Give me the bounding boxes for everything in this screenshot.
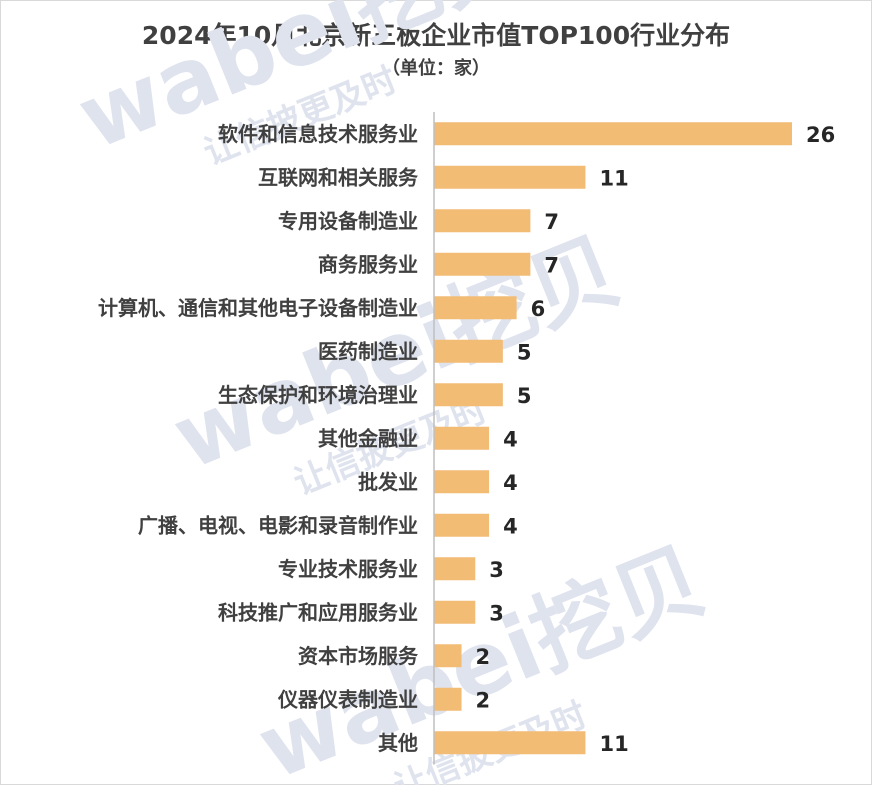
chart-title: 2024年10月北京新三板企业市值TOP100行业分布	[141, 21, 731, 50]
category-label: 其他金融业	[318, 426, 418, 450]
category-label: 批发业	[358, 470, 418, 494]
bar	[434, 687, 462, 711]
category-label: 软件和信息技术服务业	[218, 122, 418, 146]
bar	[434, 426, 490, 450]
data-label: 3	[489, 601, 504, 625]
bar	[434, 339, 503, 363]
category-label: 广播、电视、电影和录音制作业	[138, 513, 418, 537]
bar	[434, 165, 586, 189]
data-label: 5	[517, 384, 532, 408]
data-label: 4	[503, 471, 518, 495]
category-label: 互联网和相关服务	[258, 165, 419, 189]
data-label: 11	[599, 166, 628, 190]
category-label: 专用设备制造业	[278, 209, 418, 233]
chart-subtitle: （单位：家）	[382, 58, 490, 79]
data-label: 4	[503, 427, 518, 451]
bar	[434, 600, 476, 624]
data-label: 26	[806, 123, 835, 147]
data-label: 2	[476, 645, 491, 669]
data-label: 6	[531, 297, 546, 321]
category-label: 计算机、通信和其他电子设备制造业	[98, 296, 418, 320]
bar	[434, 122, 792, 146]
category-label: 专业技术服务业	[278, 557, 418, 581]
bar	[434, 383, 503, 407]
category-label: 资本市场服务	[298, 644, 419, 668]
bar	[434, 557, 476, 581]
bar	[434, 470, 490, 494]
category-label: 其他	[378, 731, 418, 755]
data-label: 7	[544, 210, 559, 234]
category-label: 科技推广和应用服务业	[218, 600, 418, 624]
bar	[434, 209, 531, 233]
bar	[434, 731, 586, 755]
bar	[434, 252, 531, 276]
bar	[434, 513, 490, 537]
category-label: 商务服务业	[318, 252, 418, 276]
category-label: 仪器仪表制造业	[277, 687, 418, 711]
bar	[434, 644, 462, 668]
data-label: 2	[476, 688, 491, 712]
data-label: 3	[489, 558, 504, 582]
data-label: 11	[599, 732, 628, 756]
data-label: 4	[503, 514, 518, 538]
category-label: 医药制造业	[318, 339, 418, 363]
data-label: 7	[544, 253, 559, 277]
bar	[434, 296, 517, 320]
data-label: 5	[517, 340, 532, 364]
category-label: 生态保护和环境治理业	[218, 383, 418, 407]
